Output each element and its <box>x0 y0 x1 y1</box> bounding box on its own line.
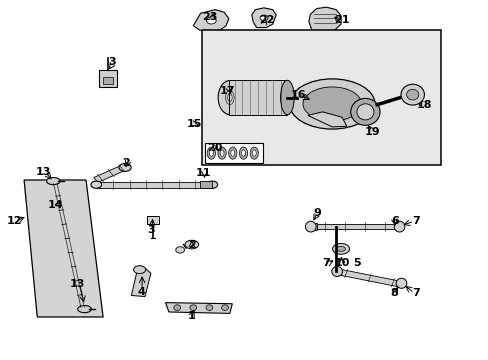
Bar <box>228 80 287 115</box>
Text: 2: 2 <box>187 240 195 250</box>
Text: 2: 2 <box>122 158 130 168</box>
Bar <box>147 216 159 224</box>
Text: 10: 10 <box>334 258 349 268</box>
Ellipse shape <box>173 305 180 311</box>
Ellipse shape <box>228 147 237 159</box>
Polygon shape <box>24 180 103 317</box>
Bar <box>199 181 211 188</box>
Text: 20: 20 <box>207 143 223 153</box>
Ellipse shape <box>393 221 404 232</box>
Text: 7: 7 <box>322 258 329 268</box>
Bar <box>201 31 440 165</box>
Ellipse shape <box>303 87 361 121</box>
Text: 8: 8 <box>390 288 398 298</box>
Ellipse shape <box>230 150 234 156</box>
Text: 5: 5 <box>352 258 360 268</box>
Text: 3: 3 <box>108 57 116 67</box>
Ellipse shape <box>400 84 424 105</box>
Ellipse shape <box>305 221 316 232</box>
Ellipse shape <box>78 306 91 313</box>
Ellipse shape <box>119 163 131 171</box>
Polygon shape <box>193 10 228 32</box>
Circle shape <box>260 15 267 21</box>
Polygon shape <box>307 112 346 127</box>
Ellipse shape <box>133 266 145 274</box>
Ellipse shape <box>220 150 224 156</box>
Ellipse shape <box>91 181 102 188</box>
Polygon shape <box>96 182 212 188</box>
Ellipse shape <box>332 243 349 254</box>
Ellipse shape <box>336 246 345 251</box>
Text: 16: 16 <box>290 90 305 100</box>
Ellipse shape <box>209 150 213 156</box>
Text: 3: 3 <box>147 225 154 235</box>
Ellipse shape <box>46 177 60 185</box>
Bar <box>204 143 263 163</box>
Polygon shape <box>311 224 397 229</box>
Ellipse shape <box>206 181 217 188</box>
Text: 1: 1 <box>187 311 195 320</box>
Text: 15: 15 <box>187 120 202 129</box>
Ellipse shape <box>218 147 226 159</box>
Text: 21: 21 <box>334 15 349 26</box>
Ellipse shape <box>350 98 379 125</box>
Text: 22: 22 <box>258 15 274 26</box>
Text: 4: 4 <box>137 287 145 297</box>
Ellipse shape <box>331 266 342 276</box>
Bar <box>103 77 113 84</box>
Polygon shape <box>165 303 232 314</box>
Polygon shape <box>308 7 340 32</box>
Ellipse shape <box>249 147 258 159</box>
Ellipse shape <box>239 147 247 159</box>
Text: 13: 13 <box>70 279 85 289</box>
Polygon shape <box>131 269 151 297</box>
Ellipse shape <box>184 240 198 249</box>
Bar <box>99 69 117 87</box>
Text: 7: 7 <box>411 216 419 226</box>
Polygon shape <box>94 164 128 183</box>
Text: 13: 13 <box>36 167 51 177</box>
Ellipse shape <box>241 150 245 156</box>
Ellipse shape <box>207 147 215 159</box>
Ellipse shape <box>175 247 184 253</box>
Text: 12: 12 <box>6 216 22 226</box>
Polygon shape <box>334 269 403 288</box>
Ellipse shape <box>406 89 418 100</box>
Circle shape <box>206 17 216 24</box>
Ellipse shape <box>218 81 241 114</box>
Bar <box>306 223 316 230</box>
Ellipse shape <box>189 305 196 311</box>
Ellipse shape <box>252 150 256 156</box>
Text: 18: 18 <box>416 100 432 110</box>
Ellipse shape <box>280 80 294 115</box>
Text: 7: 7 <box>411 288 419 298</box>
Ellipse shape <box>395 278 406 288</box>
Ellipse shape <box>289 79 374 129</box>
Text: 19: 19 <box>364 127 379 136</box>
Text: 9: 9 <box>313 208 321 218</box>
Ellipse shape <box>205 305 212 311</box>
Text: 23: 23 <box>201 12 217 22</box>
Text: 14: 14 <box>47 200 63 210</box>
Ellipse shape <box>356 104 373 120</box>
Text: 6: 6 <box>391 216 399 226</box>
Text: 17: 17 <box>219 86 235 96</box>
Polygon shape <box>251 8 276 28</box>
Text: 11: 11 <box>195 168 211 178</box>
Ellipse shape <box>221 305 228 311</box>
